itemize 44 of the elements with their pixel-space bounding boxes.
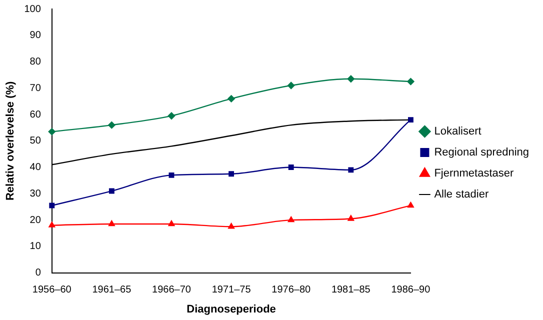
y-tick-label: 40 [30, 162, 42, 174]
x-tick-label: 1956–60 [32, 284, 72, 296]
point [48, 222, 56, 228]
y-tick-label: 100 [24, 4, 42, 15]
point [168, 172, 174, 178]
x-axis-title: Diagnoseperiode [186, 303, 276, 316]
point [288, 164, 294, 170]
legend-label: Lokalisert [434, 126, 482, 138]
point [108, 121, 116, 129]
point [348, 167, 354, 173]
y-tick-label: 90 [30, 30, 42, 42]
x-tick-label: 1981–85 [331, 284, 371, 296]
point [288, 82, 295, 90]
y-axis-title: Relativ overlevelse (%) [4, 80, 17, 201]
y-tick-label: 0 [35, 268, 42, 279]
x-tick-label: 1986–90 [391, 284, 431, 296]
x-tick-label: 1971–75 [212, 284, 252, 296]
y-tick-label: 20 [30, 214, 42, 226]
point [168, 112, 176, 120]
legend-label: Fjernmetastaser [434, 168, 514, 180]
x-tick-label: 1966–70 [152, 284, 192, 296]
y-tick-label: 50 [30, 136, 42, 147]
point [108, 188, 114, 194]
point [348, 215, 354, 221]
point [347, 75, 355, 83]
point [408, 202, 414, 208]
point [228, 95, 235, 102]
point [108, 220, 115, 226]
legend-label: Alle stadier [434, 188, 489, 201]
point [49, 202, 55, 208]
y-tick-label: 80 [30, 56, 42, 68]
point [228, 171, 234, 177]
y-tick-label: 60 [30, 109, 42, 120]
point [408, 117, 414, 123]
y-tick-label: 30 [30, 188, 42, 200]
point [48, 128, 56, 136]
point [407, 78, 414, 86]
point [288, 216, 294, 222]
y-tick-label: 70 [30, 82, 42, 94]
legend-label: Regional spredning [434, 146, 530, 159]
x-tick-label: 1961–65 [92, 284, 132, 296]
x-tick-label: 1976–80 [272, 284, 312, 296]
y-tick-label: 10 [30, 241, 42, 252]
point [168, 220, 175, 226]
